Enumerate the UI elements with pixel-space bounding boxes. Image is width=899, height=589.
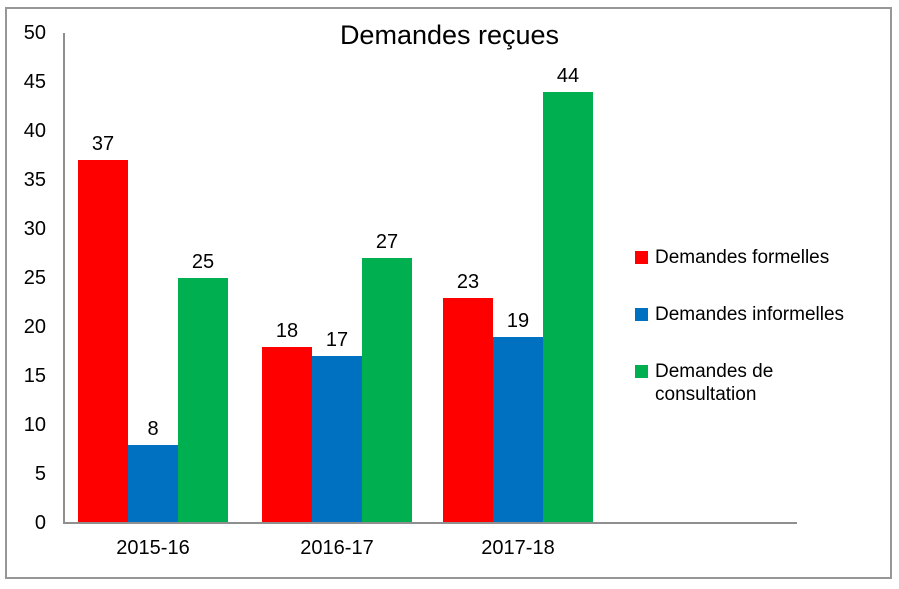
bar-formelles — [262, 346, 312, 523]
bar-value-label: 27 — [375, 231, 399, 254]
bar-value-label: 8 — [147, 417, 159, 440]
y-tick-label: 0 — [34, 512, 46, 534]
bar-consultation — [362, 258, 412, 523]
y-tick-label: 30 — [23, 218, 46, 240]
bar-informelles — [493, 336, 543, 523]
legend-label: Demandes de consultation — [655, 361, 774, 405]
y-tick-label: 25 — [23, 267, 46, 289]
legend-item: Demandes informelles — [635, 303, 844, 326]
x-category-label: 2015-16 — [116, 537, 190, 559]
legend-swatch-icon — [635, 308, 648, 321]
y-tick-label: 5 — [34, 463, 46, 485]
legend-label: Demandes informelles — [655, 304, 845, 325]
bar-informelles — [312, 356, 362, 523]
y-tick-label: 20 — [23, 316, 46, 338]
y-tick-label: 10 — [23, 414, 46, 436]
y-tick-label: 15 — [23, 365, 46, 387]
bar-value-label: 17 — [325, 329, 349, 352]
bar-value-label: 18 — [275, 319, 299, 342]
bar-value-label: 23 — [456, 270, 480, 293]
legend-swatch-icon — [635, 365, 648, 378]
bar-value-label: 25 — [191, 251, 215, 273]
x-axis-line — [63, 522, 797, 524]
bar-value-label: 19 — [506, 309, 530, 332]
legend-swatch-icon — [635, 251, 648, 264]
y-tick-label: 50 — [23, 22, 46, 44]
bar-formelles — [443, 297, 493, 523]
legend-label: Demandes formelles — [655, 247, 830, 268]
y-tick-label: 45 — [23, 71, 46, 93]
x-category-label: 2016-17 — [300, 537, 374, 559]
y-tick-label: 40 — [23, 120, 46, 142]
x-category-label: 2017-18 — [481, 537, 555, 559]
chart-border — [5, 7, 892, 579]
legend-item: Demandes formelles — [635, 246, 829, 269]
legend-item: Demandes de consultation — [635, 360, 825, 406]
bar-consultation — [178, 278, 228, 523]
y-tick-label: 35 — [23, 169, 46, 191]
bar-formelles — [78, 160, 128, 523]
chart-title: Demandes reçues — [339, 20, 560, 50]
bar-informelles — [128, 444, 178, 523]
bar-consultation — [543, 91, 593, 523]
bar-value-label: 37 — [91, 133, 115, 156]
bar-value-label: 44 — [556, 64, 580, 87]
y-axis-line — [63, 33, 65, 523]
